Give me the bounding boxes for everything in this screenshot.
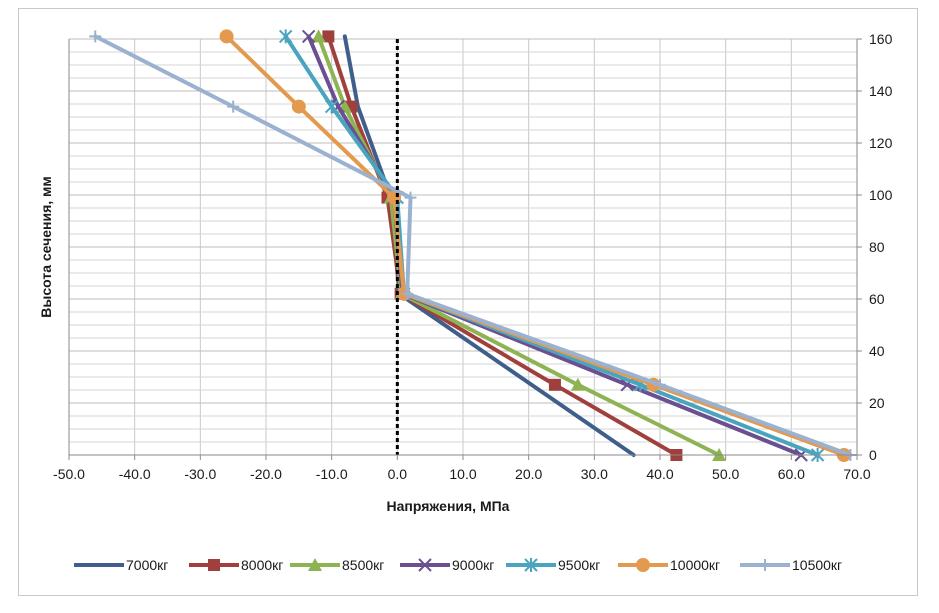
data-point-marker bbox=[654, 378, 666, 391]
legend-label: 9000кг bbox=[452, 557, 494, 573]
series-line bbox=[326, 34, 679, 457]
y-tick-label: 20 bbox=[869, 395, 885, 411]
y-tick-label: 120 bbox=[869, 135, 893, 151]
data-point-marker bbox=[311, 29, 326, 43]
y-tick-label: 100 bbox=[869, 187, 893, 203]
data-point-marker bbox=[324, 99, 339, 114]
legend-item: 10500кг bbox=[740, 557, 842, 573]
legend-item: 7000кг bbox=[74, 557, 168, 573]
legend-label: 7000кг bbox=[126, 557, 168, 573]
data-point-marker bbox=[219, 29, 234, 44]
y-tick-label: 60 bbox=[869, 291, 885, 307]
x-tick-label: 70.0 bbox=[843, 466, 870, 482]
data-point-marker bbox=[291, 99, 306, 114]
series-line bbox=[224, 34, 846, 457]
x-tick-label: -40.0 bbox=[119, 466, 151, 482]
x-tick-label: 40.0 bbox=[646, 466, 673, 482]
legend-label: 10500кг bbox=[792, 557, 842, 573]
series-9000кг bbox=[301, 29, 808, 462]
y-tick-label: 40 bbox=[869, 343, 885, 359]
y-tick-label: 0 bbox=[869, 447, 877, 463]
data-point-marker bbox=[89, 30, 102, 43]
data-point-marker bbox=[418, 558, 432, 572]
x-tick-label: 60.0 bbox=[778, 466, 805, 482]
data-point-marker bbox=[570, 377, 585, 391]
y-axis-title: Высота сечения, мм bbox=[38, 176, 54, 317]
data-point-marker bbox=[401, 287, 414, 300]
legend-item: 8000кг bbox=[189, 557, 283, 573]
x-tick-label: 30.0 bbox=[581, 466, 608, 482]
data-point-marker bbox=[524, 558, 538, 572]
data-point-marker bbox=[759, 559, 771, 571]
data-point-marker bbox=[278, 29, 293, 44]
grid bbox=[68, 38, 858, 456]
legend-item: 9000кг bbox=[400, 557, 494, 573]
series-line bbox=[306, 34, 804, 457]
axes: -50.0 -40.0 -30.0 -20.0 -10.0 0.0 10.0 20.0 30.0… bbox=[53, 31, 893, 482]
chart-frame: -50.0 -40.0 -30.0 -20.0 -10.0 0.0 10.0 20.0 30.0… bbox=[18, 8, 918, 596]
data-point-marker bbox=[227, 100, 240, 113]
x-tick-label: -10.0 bbox=[316, 466, 348, 482]
data-point-marker bbox=[208, 559, 220, 571]
legend-label: 9500кг bbox=[558, 557, 600, 573]
x-axis-title: Напряжения, МПа bbox=[387, 498, 510, 514]
legend: 7000кг 8000кг 8500кг 9000кг 9500кг 10000кг 105… bbox=[74, 557, 842, 573]
series-layer bbox=[89, 29, 857, 462]
chart: -50.0 -40.0 -30.0 -20.0 -10.0 0.0 10.0 20.0 30.0… bbox=[38, 29, 893, 573]
data-point-marker bbox=[548, 378, 561, 391]
series-line bbox=[93, 34, 853, 457]
data-point-marker bbox=[404, 191, 417, 204]
data-point-marker bbox=[636, 558, 650, 572]
series-10000кг bbox=[219, 29, 851, 462]
x-tick-label: -30.0 bbox=[184, 466, 216, 482]
series-10500кг bbox=[89, 30, 857, 461]
y-tick-label: 80 bbox=[869, 239, 885, 255]
y-tick-label: 140 bbox=[869, 83, 893, 99]
x-tick-label: 10.0 bbox=[449, 466, 476, 482]
legend-item: 9500кг bbox=[506, 557, 600, 573]
legend-label: 10000кг bbox=[670, 557, 720, 573]
x-tick-label: 0.0 bbox=[388, 466, 408, 482]
series-line bbox=[283, 34, 820, 457]
legend-item: 10000кг bbox=[618, 557, 720, 573]
x-tick-label: 50.0 bbox=[712, 466, 739, 482]
x-tick-label: -50.0 bbox=[53, 466, 85, 482]
series-8000кг bbox=[322, 30, 683, 461]
data-point-marker bbox=[322, 30, 335, 43]
x-tick-label: -20.0 bbox=[250, 466, 282, 482]
legend-label: 8000кг bbox=[241, 557, 283, 573]
x-tick-label: 20.0 bbox=[515, 466, 542, 482]
data-point-marker bbox=[308, 558, 322, 571]
legend-label: 8500кг bbox=[342, 557, 384, 573]
y-tick-label: 160 bbox=[869, 31, 893, 47]
data-point-marker bbox=[301, 29, 316, 44]
legend-item: 8500кг bbox=[290, 557, 384, 573]
